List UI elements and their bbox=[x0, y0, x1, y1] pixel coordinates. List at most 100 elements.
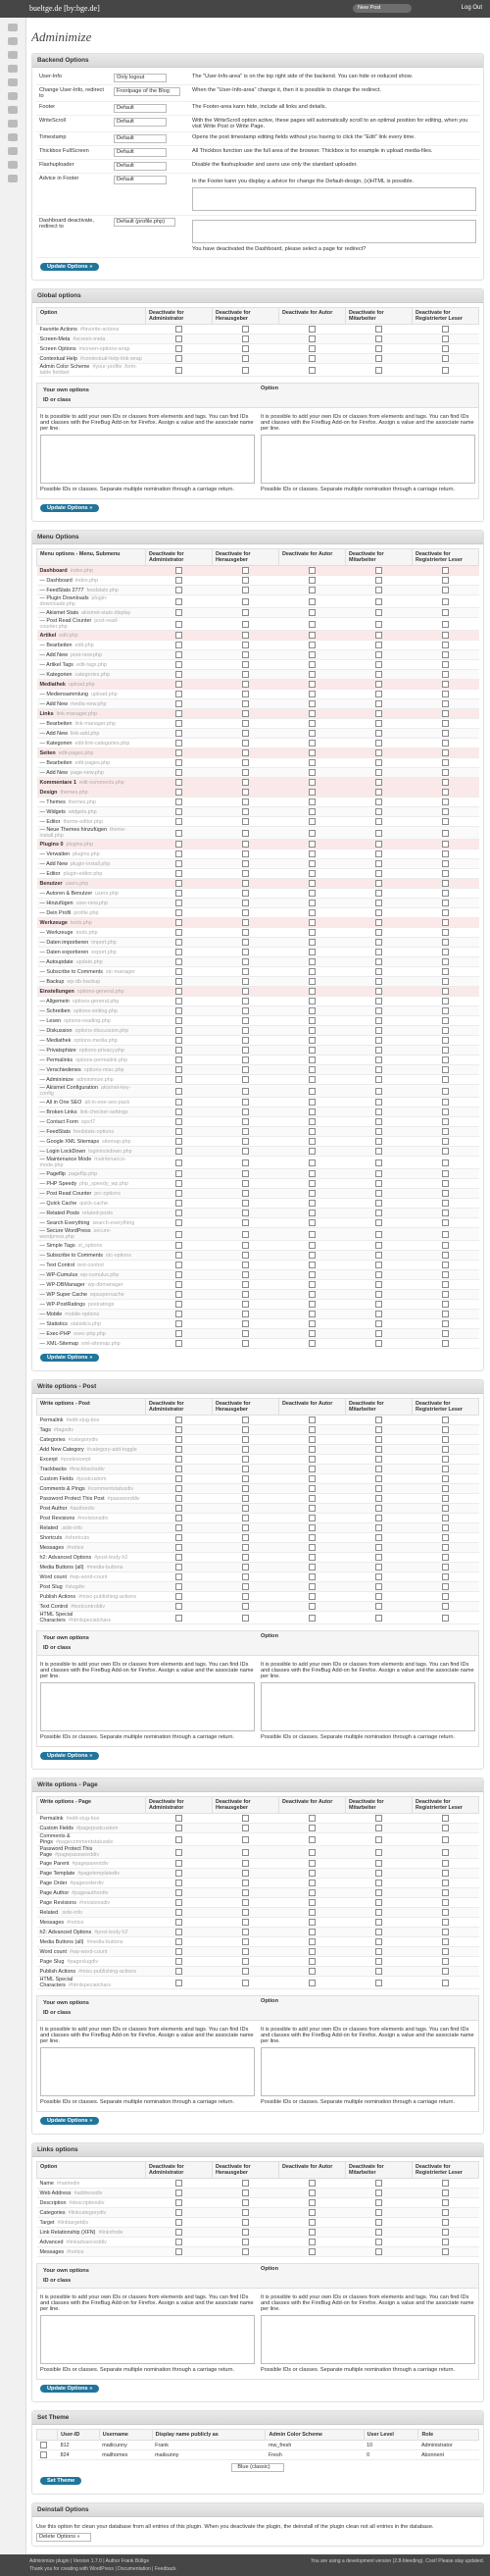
select[interactable]: Only logout bbox=[114, 74, 167, 82]
checkbox[interactable] bbox=[309, 632, 316, 639]
checkbox[interactable] bbox=[442, 1929, 449, 1935]
checkbox[interactable] bbox=[375, 1076, 382, 1083]
checkbox[interactable] bbox=[242, 335, 249, 342]
checkbox[interactable] bbox=[375, 1436, 382, 1443]
checkbox[interactable] bbox=[375, 1505, 382, 1512]
checkbox[interactable] bbox=[375, 850, 382, 857]
checkbox[interactable] bbox=[242, 870, 249, 877]
checkbox[interactable] bbox=[309, 2239, 316, 2245]
checkbox[interactable] bbox=[375, 1230, 382, 1238]
checkbox[interactable] bbox=[175, 759, 182, 766]
checkbox[interactable] bbox=[375, 620, 382, 628]
checkbox[interactable] bbox=[309, 1200, 316, 1207]
checkbox[interactable] bbox=[309, 1047, 316, 1054]
checkbox[interactable] bbox=[309, 818, 316, 825]
checkbox[interactable] bbox=[375, 1919, 382, 1926]
checkbox[interactable] bbox=[442, 1524, 449, 1531]
checkbox[interactable] bbox=[242, 860, 249, 867]
checkbox[interactable] bbox=[309, 1252, 316, 1259]
checkbox[interactable] bbox=[442, 909, 449, 916]
checkbox[interactable] bbox=[242, 1524, 249, 1531]
checkbox[interactable] bbox=[309, 1573, 316, 1580]
checkbox[interactable] bbox=[442, 2209, 449, 2216]
checkbox[interactable] bbox=[375, 978, 382, 985]
checkbox[interactable] bbox=[375, 2219, 382, 2226]
checkbox[interactable] bbox=[242, 1929, 249, 1935]
checkbox[interactable] bbox=[309, 661, 316, 668]
checkbox[interactable] bbox=[375, 1242, 382, 1249]
checkbox[interactable] bbox=[309, 1815, 316, 1822]
checkbox[interactable] bbox=[375, 567, 382, 574]
checkbox[interactable] bbox=[375, 1340, 382, 1347]
checkbox[interactable] bbox=[442, 1835, 449, 1843]
checkbox[interactable] bbox=[442, 1919, 449, 1926]
checkbox[interactable] bbox=[175, 808, 182, 815]
checkbox[interactable] bbox=[242, 1417, 249, 1423]
textarea[interactable] bbox=[192, 220, 476, 243]
checkbox[interactable] bbox=[309, 651, 316, 658]
checkbox[interactable] bbox=[175, 1593, 182, 1600]
checkbox[interactable] bbox=[309, 808, 316, 815]
checkbox[interactable] bbox=[375, 1271, 382, 1278]
checkbox[interactable] bbox=[175, 1880, 182, 1886]
checkbox[interactable] bbox=[242, 850, 249, 857]
checkbox[interactable] bbox=[375, 1495, 382, 1502]
checkbox[interactable] bbox=[375, 1330, 382, 1337]
checkbox[interactable] bbox=[375, 949, 382, 955]
checkbox[interactable] bbox=[242, 2190, 249, 2196]
checkbox[interactable] bbox=[442, 1128, 449, 1135]
checkbox[interactable] bbox=[309, 1958, 316, 1965]
checkbox[interactable] bbox=[442, 355, 449, 362]
checkbox[interactable] bbox=[175, 929, 182, 936]
checkbox[interactable] bbox=[375, 958, 382, 965]
checkbox[interactable] bbox=[175, 1099, 182, 1106]
checkbox[interactable] bbox=[242, 1007, 249, 1014]
checkbox[interactable] bbox=[309, 909, 316, 916]
checkbox[interactable] bbox=[442, 1446, 449, 1453]
checkbox[interactable] bbox=[375, 890, 382, 897]
checkbox[interactable] bbox=[442, 1958, 449, 1965]
checkbox[interactable] bbox=[242, 1495, 249, 1502]
checkbox[interactable] bbox=[375, 597, 382, 605]
checkbox[interactable] bbox=[242, 909, 249, 916]
checkbox[interactable] bbox=[175, 1007, 182, 1014]
checkbox[interactable] bbox=[309, 740, 316, 747]
checkbox[interactable] bbox=[242, 1564, 249, 1571]
checkbox[interactable] bbox=[375, 1979, 382, 1986]
checkbox[interactable] bbox=[242, 710, 249, 717]
checkbox[interactable] bbox=[309, 919, 316, 926]
checkbox[interactable] bbox=[309, 900, 316, 906]
checkbox[interactable] bbox=[309, 577, 316, 584]
checkbox[interactable] bbox=[242, 1948, 249, 1955]
checkbox[interactable] bbox=[242, 2239, 249, 2245]
checkbox[interactable] bbox=[175, 2219, 182, 2226]
checkbox[interactable] bbox=[175, 1219, 182, 1226]
checkbox[interactable] bbox=[242, 1138, 249, 1145]
checkbox[interactable] bbox=[309, 1848, 316, 1856]
checkbox[interactable] bbox=[242, 1311, 249, 1317]
checkbox[interactable] bbox=[175, 1138, 182, 1145]
checkbox[interactable] bbox=[442, 2229, 449, 2236]
checkbox[interactable] bbox=[442, 1311, 449, 1317]
checkbox[interactable] bbox=[375, 1534, 382, 1541]
checkbox[interactable] bbox=[442, 1603, 449, 1610]
checkbox[interactable] bbox=[375, 759, 382, 766]
checkbox[interactable] bbox=[242, 1456, 249, 1463]
checkbox[interactable] bbox=[375, 1603, 382, 1610]
checkbox[interactable] bbox=[242, 326, 249, 333]
checkbox[interactable] bbox=[442, 1037, 449, 1044]
checkbox[interactable] bbox=[375, 1475, 382, 1482]
checkbox[interactable] bbox=[375, 779, 382, 786]
checkbox[interactable] bbox=[175, 1564, 182, 1571]
checkbox[interactable] bbox=[175, 740, 182, 747]
checkbox[interactable] bbox=[309, 1262, 316, 1268]
checkbox[interactable] bbox=[442, 1436, 449, 1443]
checkbox[interactable] bbox=[309, 1825, 316, 1831]
checkbox[interactable] bbox=[375, 1825, 382, 1831]
checkbox[interactable] bbox=[442, 1210, 449, 1216]
checkbox[interactable] bbox=[175, 2199, 182, 2206]
checkbox[interactable] bbox=[175, 1929, 182, 1935]
checkbox[interactable] bbox=[375, 2180, 382, 2187]
checkbox[interactable] bbox=[375, 1066, 382, 1073]
checkbox[interactable] bbox=[175, 1230, 182, 1238]
